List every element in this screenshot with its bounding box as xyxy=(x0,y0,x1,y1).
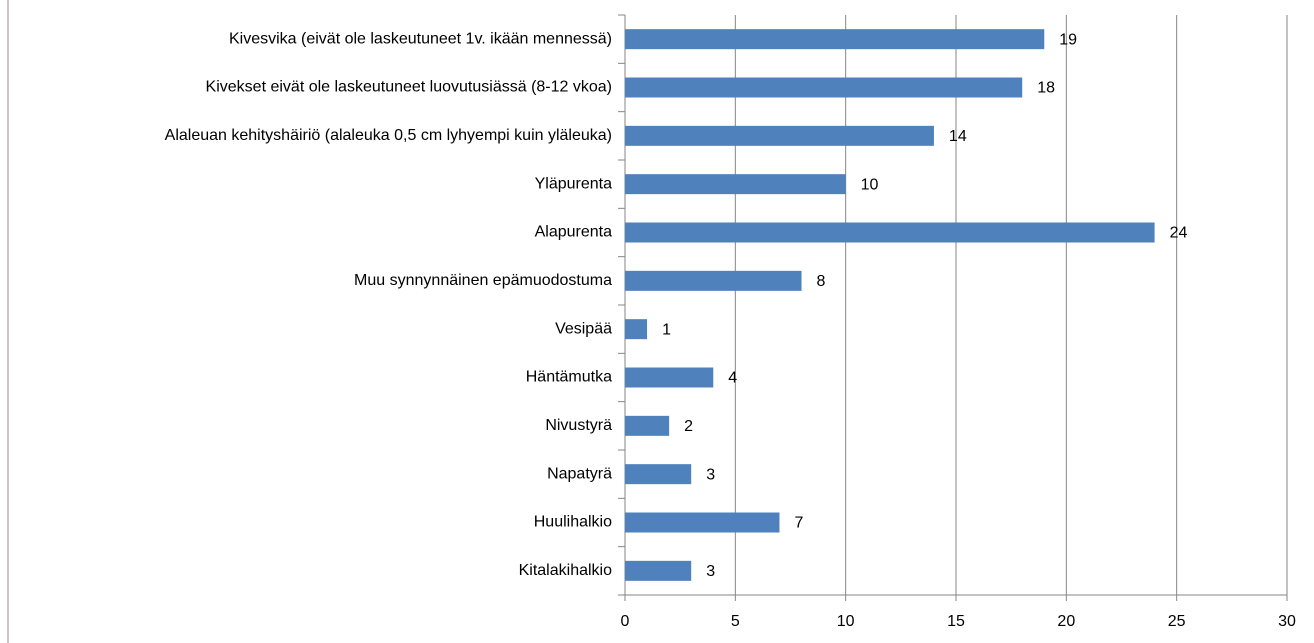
data-label: 14 xyxy=(949,128,967,145)
data-label: 4 xyxy=(728,370,737,387)
x-tick-label: 15 xyxy=(947,613,965,630)
bar xyxy=(625,270,802,291)
y-tick-label: Nivustyrä xyxy=(545,417,612,434)
y-tick-label: Alapurenta xyxy=(535,224,612,241)
bar xyxy=(625,415,670,436)
data-label: 3 xyxy=(706,466,715,483)
data-label: 10 xyxy=(861,176,879,193)
x-tick-label: 0 xyxy=(621,613,630,630)
y-tick-label: Huulihalkio xyxy=(534,514,612,531)
data-label: 19 xyxy=(1059,31,1077,48)
y-tick-label: Muu synnynnäinen epämuodostuma xyxy=(354,272,612,289)
bar xyxy=(625,464,692,485)
y-tick-label: Yläpurenta xyxy=(535,175,612,192)
bar xyxy=(625,222,1155,243)
x-tick-label: 25 xyxy=(1168,613,1186,630)
data-label: 18 xyxy=(1037,80,1055,97)
x-tick-label: 20 xyxy=(1057,613,1075,630)
data-label: 3 xyxy=(706,563,715,580)
data-label: 7 xyxy=(794,515,803,532)
bar xyxy=(625,77,1023,98)
y-tick-label: Häntämutka xyxy=(526,369,612,386)
bar xyxy=(625,367,714,388)
y-tick-label: Kivesvika (eivät ole laskeutuneet 1v. ik… xyxy=(229,30,612,47)
x-tick-label: 10 xyxy=(837,613,855,630)
data-label: 8 xyxy=(817,273,826,290)
data-label: 1 xyxy=(662,321,671,338)
bar xyxy=(625,319,648,340)
data-label: 24 xyxy=(1170,225,1188,242)
y-tick-label: Kitalakihalkio xyxy=(519,562,612,579)
x-tick-label: 5 xyxy=(731,613,740,630)
bar xyxy=(625,512,780,533)
bar xyxy=(625,560,692,581)
bar xyxy=(625,29,1045,50)
y-tick-label: Napatyrä xyxy=(547,465,612,482)
x-tick-label: 30 xyxy=(1278,613,1296,630)
bar xyxy=(625,174,846,195)
y-tick-label: Alaleuan kehityshäiriö (alaleuka 0,5 cm … xyxy=(165,127,612,144)
y-tick-label: Kivekset eivät ole laskeutuneet luovutus… xyxy=(206,79,612,96)
data-label: 2 xyxy=(684,418,693,435)
bar xyxy=(625,125,934,146)
y-tick-label: Vesipää xyxy=(555,320,612,337)
